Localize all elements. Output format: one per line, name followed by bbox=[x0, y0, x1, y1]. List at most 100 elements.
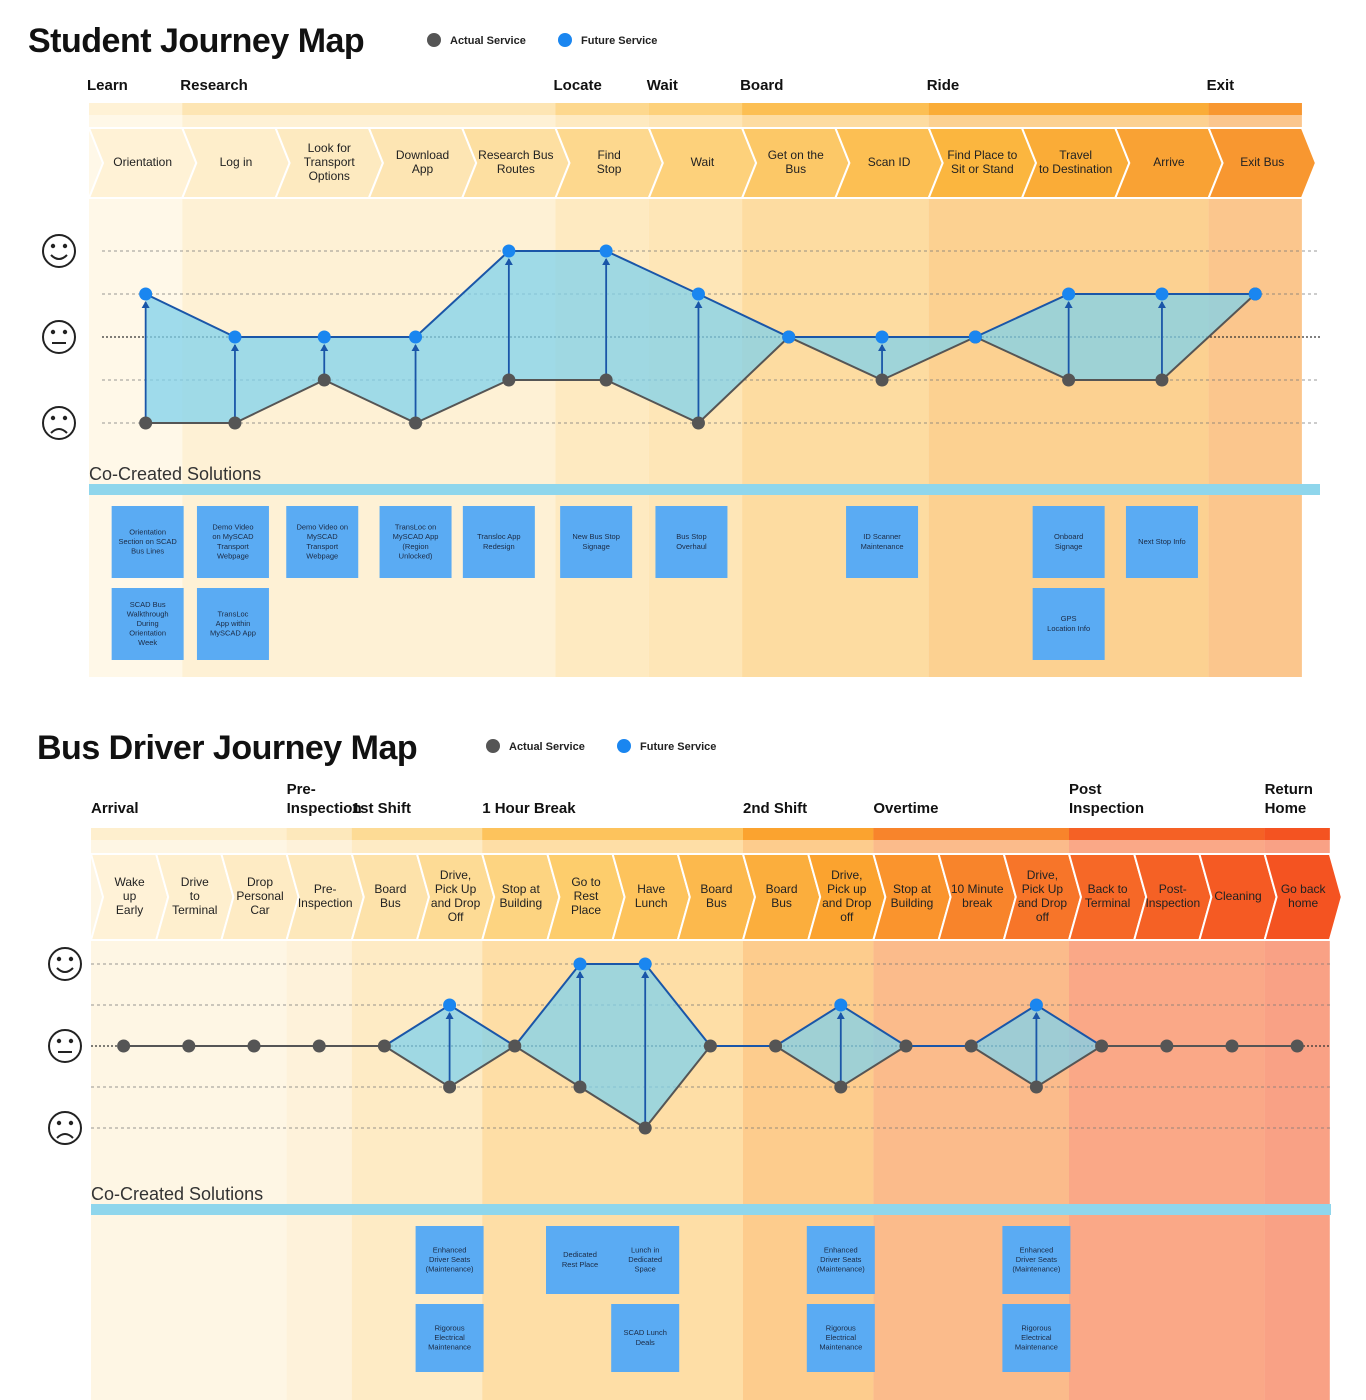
phase-label-line: 1 Hour Break bbox=[482, 800, 576, 817]
solution-text-line: Bus Stop bbox=[676, 532, 706, 541]
phase-label-line: Learn bbox=[87, 77, 128, 94]
actual-service-point bbox=[182, 1039, 196, 1053]
solution-card bbox=[655, 506, 728, 578]
step-label: Wait bbox=[691, 155, 715, 169]
step-label-line: Drive, bbox=[1027, 868, 1058, 882]
solution-text-line: Walkthrough bbox=[127, 609, 169, 618]
solution-text-line: TransLoc on bbox=[395, 523, 436, 532]
actual-service-point bbox=[834, 1080, 848, 1094]
phase-label: Ride bbox=[927, 77, 960, 94]
solution-text: Transloc App Redesign bbox=[477, 532, 521, 551]
student-emotion-chart bbox=[139, 244, 1262, 430]
solution-text-line: Webpage bbox=[217, 551, 249, 560]
future-service-dot bbox=[617, 739, 631, 753]
solution-text: Orientation Section on SCAD Bus Lines bbox=[118, 527, 177, 555]
phase-label: Board bbox=[740, 77, 783, 94]
solution-text-line: Maintenance bbox=[861, 542, 904, 551]
future-service-point bbox=[638, 957, 652, 971]
actual-service-point bbox=[1225, 1039, 1239, 1053]
phase-band bbox=[873, 828, 1069, 840]
phase-label-line: 2nd Shift bbox=[743, 800, 807, 817]
step-label-line: Get on the bbox=[768, 148, 824, 162]
phase-label-line: Locate bbox=[554, 77, 602, 94]
step-label-line: home bbox=[1288, 896, 1318, 910]
solution-text-line: Rigorous bbox=[1021, 1323, 1051, 1332]
future-service-dot bbox=[558, 33, 572, 47]
step-label-line: Options bbox=[309, 169, 350, 183]
step-label-line: off bbox=[840, 910, 854, 924]
student-solutions-heading: Co-Created Solutions bbox=[89, 464, 261, 484]
phase-label-line: Arrival bbox=[91, 800, 139, 817]
solution-card bbox=[1125, 506, 1198, 578]
step-label: Log in bbox=[220, 155, 253, 169]
solution-text-line: Orientation bbox=[129, 527, 166, 536]
improvement-arrowhead bbox=[576, 971, 584, 978]
future-service-point bbox=[875, 330, 889, 344]
actual-service-point bbox=[1155, 373, 1169, 387]
actual-service-dot bbox=[427, 33, 441, 47]
phase-label: Arrival bbox=[91, 800, 139, 817]
future-service-point bbox=[443, 998, 457, 1012]
step-label-line: Go to bbox=[571, 875, 601, 889]
step-label-line: Terminal bbox=[1085, 896, 1130, 910]
phase-label: Wait bbox=[647, 77, 678, 94]
step-label-line: Inspection bbox=[298, 896, 353, 910]
step-label: Scan ID bbox=[868, 155, 911, 169]
solution-text-line: TransLoc bbox=[217, 609, 248, 618]
student-legend: Actual Service Future Service bbox=[427, 33, 657, 47]
step-label: Post-Inspection bbox=[1145, 882, 1200, 910]
phase-band bbox=[89, 103, 183, 115]
actual-service-point bbox=[599, 373, 613, 387]
solution-text-line: Dedicated bbox=[628, 1255, 662, 1264]
future-service-point bbox=[1248, 287, 1262, 301]
phase-label-line: Post bbox=[1069, 781, 1102, 798]
solution-card bbox=[1002, 1226, 1071, 1294]
solution-text-line: Transport bbox=[306, 542, 339, 551]
step-label-line: Board bbox=[374, 882, 406, 896]
step-arrow bbox=[1263, 853, 1343, 941]
solution-text-line: ID Scanner bbox=[863, 532, 901, 541]
solution-text-line: Enhanced bbox=[433, 1245, 467, 1254]
solution-text-line: (Maintenance) bbox=[817, 1265, 865, 1274]
solution-card bbox=[611, 1304, 680, 1372]
solution-text-line: Unlocked) bbox=[399, 551, 433, 560]
emotion-gap-area bbox=[384, 964, 1102, 1128]
solution-text-line: Electrical bbox=[826, 1333, 857, 1342]
step-label: Stop at Building bbox=[891, 882, 934, 910]
sad-face-icon bbox=[42, 406, 76, 440]
solution-text-line: Rigorous bbox=[435, 1323, 465, 1332]
future-service-point bbox=[834, 998, 848, 1012]
solution-text-line: Driver Seats bbox=[1016, 1255, 1058, 1264]
step-label-line: Pick up bbox=[827, 882, 867, 896]
student-solutions: Orientation Section on SCAD Bus LinesSCAD … bbox=[111, 506, 1198, 660]
actual-service-point bbox=[573, 1080, 587, 1094]
solution-card bbox=[560, 506, 633, 578]
future-service-point bbox=[782, 330, 796, 344]
step-label: Find Stop bbox=[597, 148, 622, 176]
step-label-line: Log in bbox=[220, 155, 253, 169]
step-label: Get on the Bus bbox=[768, 148, 824, 176]
improvement-arrowhead bbox=[836, 1012, 845, 1019]
solution-text-line: SCAD Lunch bbox=[624, 1328, 667, 1337]
actual-service-point bbox=[312, 1039, 326, 1053]
phase-label: Research bbox=[180, 77, 248, 94]
phase-band bbox=[742, 103, 929, 115]
actual-service-point bbox=[508, 1039, 522, 1053]
future-service-point bbox=[317, 330, 331, 344]
step-label-line: Stop at bbox=[502, 882, 541, 896]
step-label-line: Bus bbox=[785, 162, 806, 176]
step-label: Go back home bbox=[1281, 882, 1327, 910]
solution-card bbox=[379, 506, 452, 578]
step-label-line: and Drop bbox=[431, 896, 481, 910]
solution-text: GPS Location Info bbox=[1047, 614, 1090, 633]
solution-text-line: Onboard bbox=[1054, 532, 1083, 541]
phase-label-line: Pre- bbox=[287, 781, 316, 798]
phase-label-line: Board bbox=[740, 77, 783, 94]
step-label-line: to bbox=[190, 889, 200, 903]
phase-label-line: Home bbox=[1265, 800, 1307, 817]
future-service-point bbox=[228, 330, 242, 344]
solution-card bbox=[111, 506, 184, 578]
step-label-line: Place bbox=[571, 903, 601, 917]
